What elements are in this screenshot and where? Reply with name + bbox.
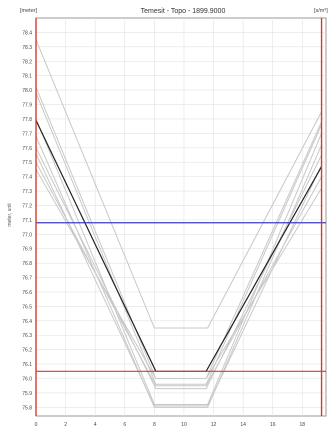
cross-section-line bbox=[35, 92, 323, 385]
y-tick-label: 78.2 bbox=[22, 59, 32, 65]
y-tick-label: 77.4 bbox=[22, 175, 32, 181]
x-tick-label: 2 bbox=[64, 422, 67, 428]
y-tick-label: 75.8 bbox=[22, 405, 32, 411]
cross-section-line bbox=[35, 118, 323, 405]
x-tick-label: 0 bbox=[35, 422, 38, 428]
left-unit-label: [meter] bbox=[20, 8, 38, 14]
right-unit-label: [s/m³] bbox=[314, 8, 328, 14]
plot-area bbox=[35, 17, 327, 417]
y-tick-label: 76.5 bbox=[22, 304, 32, 310]
reference-lines bbox=[35, 18, 326, 416]
tick-labels: 78.4 78.3 78.2 78.1 78.0 77.9 77.8 77.7 77.6 77.5… bbox=[22, 30, 305, 428]
y-tick-label: 76.9 bbox=[22, 247, 32, 253]
x-tick-label: 18 bbox=[300, 422, 306, 428]
y-tick-label: 78.3 bbox=[22, 45, 32, 51]
y-tick-label: 78.1 bbox=[22, 74, 32, 80]
y-tick-label: 76.2 bbox=[22, 348, 32, 354]
y-tick-label: 78.0 bbox=[22, 88, 32, 94]
y-axis-title: meter, unit bbox=[7, 203, 13, 227]
y-tick-label: 76.6 bbox=[22, 290, 32, 296]
y-tick-label: 77.8 bbox=[22, 117, 32, 123]
x-tick-label: 10 bbox=[181, 422, 187, 428]
chart-title: Temesit - Topo - 1899.9000 bbox=[141, 8, 226, 15]
x-tick-label: 16 bbox=[270, 422, 276, 428]
x-tick-label: 4 bbox=[94, 422, 97, 428]
cross-section-line bbox=[35, 39, 323, 329]
y-tick-label: 77.3 bbox=[22, 189, 32, 195]
x-tick-label: 12 bbox=[211, 422, 217, 428]
y-tick-label: 77.1 bbox=[22, 218, 32, 224]
y-tick-label: 77.9 bbox=[22, 103, 32, 109]
cross-section-line bbox=[35, 147, 323, 390]
x-tick-label: 8 bbox=[153, 422, 156, 428]
y-tick-label: 77.7 bbox=[22, 131, 32, 137]
x-tick-label: 6 bbox=[123, 422, 126, 428]
cross-section-line bbox=[35, 169, 322, 380]
y-tick-label: 77.2 bbox=[22, 203, 32, 209]
grid-lines bbox=[35, 18, 326, 416]
y-tick-label: 76.8 bbox=[22, 261, 32, 267]
y-tick-label: 77.5 bbox=[22, 160, 32, 166]
y-tick-label: 75.9 bbox=[22, 391, 32, 397]
y-tick-label: 78.4 bbox=[22, 30, 32, 36]
x-tick-label: 14 bbox=[240, 422, 246, 428]
y-tick-label: 77.0 bbox=[22, 232, 32, 238]
y-tick-label: 76.3 bbox=[22, 333, 32, 339]
y-tick-label: 76.0 bbox=[22, 377, 32, 383]
y-tick-label: 76.1 bbox=[22, 362, 32, 368]
y-tick-label: 77.6 bbox=[22, 146, 32, 152]
y-tick-label: 76.7 bbox=[22, 276, 32, 282]
cross-section-line bbox=[35, 153, 323, 407]
y-tick-label: 76.4 bbox=[22, 319, 32, 325]
